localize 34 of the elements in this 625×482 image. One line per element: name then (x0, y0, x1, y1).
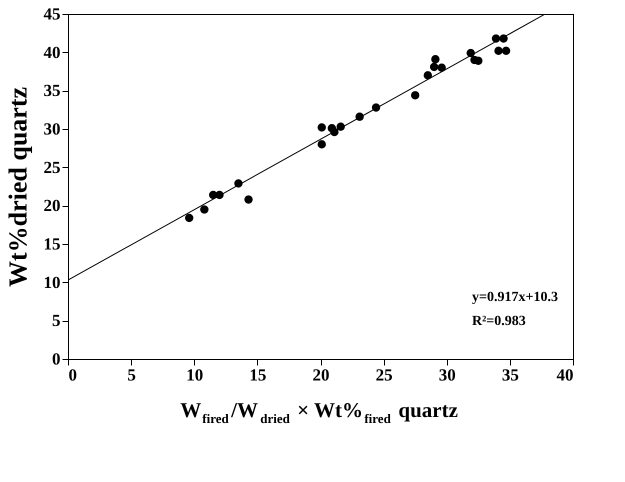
x-tick-label: 25 (376, 366, 393, 384)
y-tick-label: 40 (44, 42, 60, 62)
point (318, 140, 326, 149)
y-tick-label: 10 (44, 272, 60, 292)
y-tick-label: 45 (44, 4, 60, 24)
x-tick-label: 15 (249, 366, 266, 384)
y-axis-title: Wt%dried quartz (4, 86, 32, 288)
y-tick-label: 5 (52, 311, 60, 330)
annotation: R²=0.983 (472, 314, 526, 329)
point (318, 123, 326, 132)
y-tick-label: 0 (52, 350, 60, 368)
annotation: y=0.917x+10.3 (472, 290, 558, 305)
x-tick-label: 35 (502, 366, 519, 384)
x-tick-label: 30 (438, 366, 456, 384)
y-tick-label: 20 (44, 196, 60, 216)
point (411, 91, 420, 100)
point (502, 46, 510, 55)
x-tick-label: 0 (68, 366, 77, 384)
y-tick-label: 15 (44, 234, 60, 254)
point (494, 46, 503, 55)
x-tick-label: 40 (556, 366, 574, 384)
point (244, 195, 253, 204)
y-tick-label: 35 (44, 81, 60, 100)
point (438, 63, 446, 72)
y-tick-label: 30 (44, 120, 60, 138)
point (430, 62, 438, 72)
x-tick-label: 20 (312, 366, 330, 384)
x-tick-label: 10 (186, 366, 204, 384)
point (200, 205, 209, 214)
point (431, 55, 440, 64)
point (185, 214, 194, 222)
x-tick-label: 5 (127, 366, 136, 384)
point (424, 71, 432, 80)
y-tick-label: 25 (44, 158, 60, 177)
